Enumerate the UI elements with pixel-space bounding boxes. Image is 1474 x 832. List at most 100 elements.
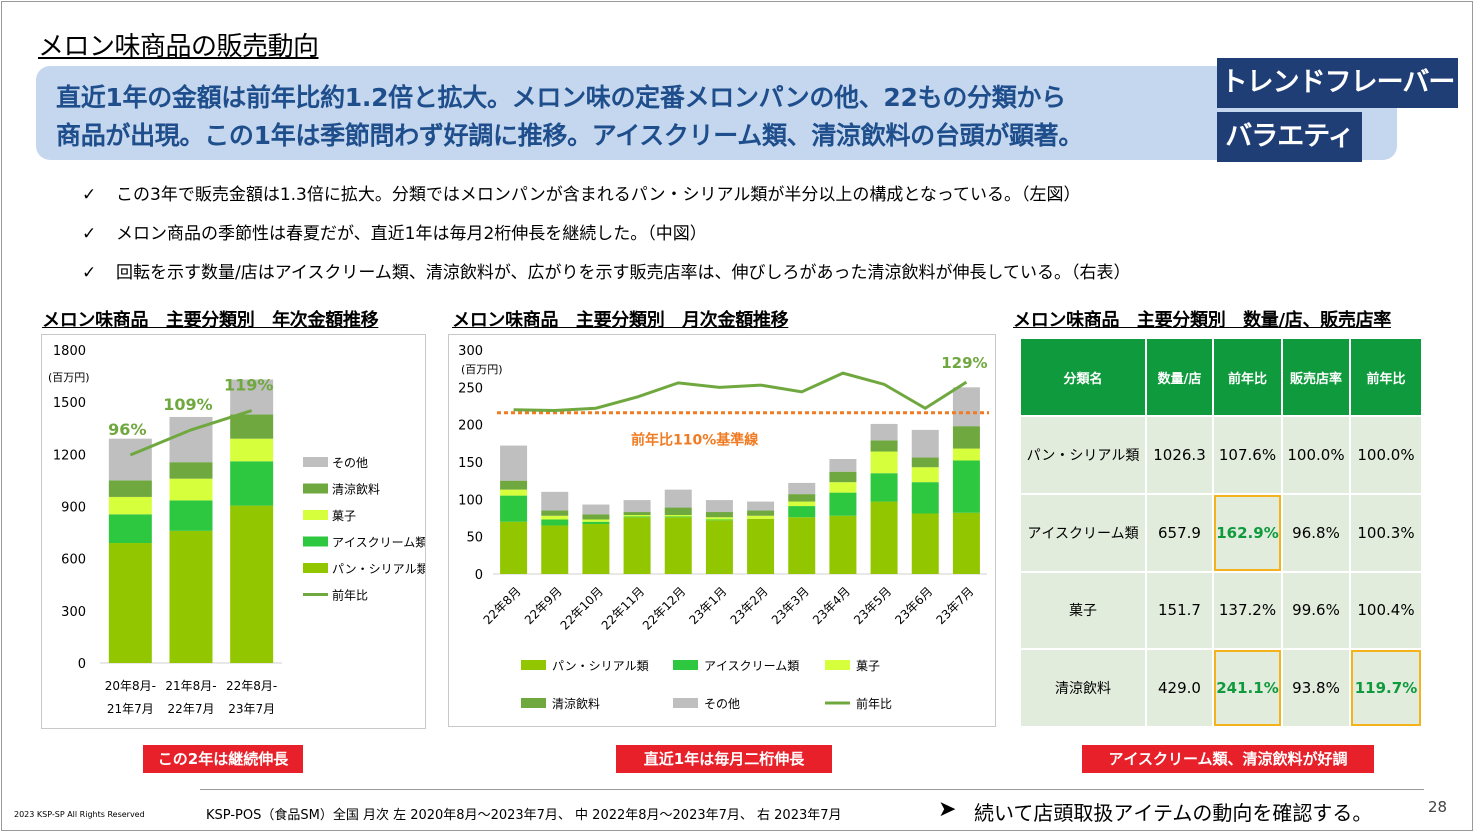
legend-swatch [303,563,328,573]
source-note: KSP-POS（食品SM）全国 月次 左 2020年8月～2023年7月、 中 … [206,808,842,823]
bar-segment [952,426,980,449]
x-tick-label: 23年3月 [769,584,812,627]
bar-segment [870,423,898,441]
table-row: アイスクリーム類 657.9 162.9% 96.8% 100.3% [1019,492,1423,573]
table-cell: 137.2% [1212,570,1283,651]
bar-segment [541,491,569,511]
x-tick-label: 22年12月 [640,584,688,632]
yoy-line [513,371,968,412]
bar-segment [541,510,569,516]
bar-segment [829,459,857,472]
table-header-row: 分類名 数量/店 前年比 販売店率 前年比 [1019,337,1423,417]
y-tick-label: 100 [458,493,483,508]
legend-swatch [303,510,328,520]
bar-segment [829,492,857,516]
bar-segment [664,516,692,518]
category-table: 分類名 数量/店 前年比 販売店率 前年比 パン・シリアル類 1026.3 10… [1019,337,1423,728]
legend-swatch [303,483,328,494]
legend-label: 菓子 [856,659,880,673]
tag-variety: バラエティ [1217,112,1362,162]
table-cell: 100.3% [1349,492,1423,573]
legend-label: その他 [332,456,368,470]
bar-segment [623,517,651,574]
bar-segment [829,471,857,483]
table-header: 数量/店 [1145,337,1214,417]
legend-swatch [673,698,698,708]
bullet-2: ✓ メロン商品の季節性は春夏だが、直近1年は毎月2桁伸長を継続した。（中図） [82,219,707,244]
annual-chart: 0 300 600 900 1200 1500 1800 (百万円) 20年8月- 21年7月 21… [48,344,429,716]
bar-segment [541,525,569,574]
arrow-icon: ➤ [938,797,957,822]
y-tick-label: 150 [458,456,483,471]
bar-segment [541,519,569,526]
bar-segment [870,501,898,574]
next-step-text: 続いて店頭取扱アイテムの動向を確認する。 [974,801,1373,825]
x-tick-label: 21年8月- [165,679,216,693]
legend-swatch [521,660,546,670]
x-tick-label: 23年7月 [933,584,976,627]
bar-segment [829,515,857,574]
x-tick-label: 22年8月- [226,679,277,693]
y-tick-label: 1800 [53,344,86,359]
tag-trend-flavor: トレンドフレーバー [1217,58,1458,108]
legend-label: パン・シリアル類 [552,659,649,673]
table-cell: 119.7% [1349,648,1423,728]
bar-segment [747,515,775,519]
table-cell: 1026.3 [1145,415,1214,495]
data-label: 109% [163,395,212,414]
bar-segment [870,451,898,474]
bar-segment [623,516,651,518]
bar-segment [230,379,274,415]
bar-segment [169,478,213,501]
annual-chart-box: 0 300 600 900 1200 1500 1800 (百万円) 20年8月- 21年7月 21… [41,334,429,729]
bar-segment [952,512,980,574]
table-cell: 菓子 [1019,570,1147,651]
y-tick-label: 300 [61,605,86,620]
bar-segment [500,480,528,490]
bar-segment [705,519,733,521]
legend-label: アイスクリーム類 [704,659,799,673]
x-tick-label: 23年4月 [810,584,853,627]
bar-segment [911,429,939,458]
bar-segment [664,489,692,508]
headline-line-1: 直近1年の金額は前年比約1.2倍と拡大。メロン味の定番メロンパンの他、22もの分… [56,83,1066,112]
legend-label: パン・シリアル類 [332,562,425,576]
bar-segment [788,494,816,502]
table-row: 菓子 151.7 137.2% 99.6% 100.4% [1019,570,1423,651]
table-row: 清涼飲料 429.0 241.1% 93.8% 119.7% [1019,648,1423,728]
y-tick-label: 250 [458,381,483,396]
bullet-3: ✓ 回転を示す数量/店はアイスクリーム類、清涼飲料が、広がりを示す販売店率は、伸び… [82,258,1131,283]
bar-segment [108,438,152,481]
table-cell: 657.9 [1145,492,1214,573]
yoy-line [129,409,253,457]
table-cell: 162.9% [1212,492,1283,573]
bullet-1: ✓ この3年で販売金額は1.3倍に拡大。分類ではメロンパンが含まれるパン・シリアル… [82,180,1081,205]
legend-swatch [303,457,328,467]
x-tick-label: 22年7月 [168,702,215,716]
section-title-left: メロン味商品 主要分類別 年次金額推移 [42,310,379,331]
bullet-text: メロン商品の季節性は春夏だが、直近1年は毎月2桁伸長を継続した。（中図） [116,224,707,244]
x-tick-label: 23年1月 [686,584,729,627]
table-cell: 清涼飲料 [1019,648,1147,728]
bar-segment [582,523,610,574]
bar-segment [705,500,733,513]
table-header: 販売店率 [1281,337,1351,417]
section-title-right: メロン味商品 主要分類別 数量/店、販売店率 [1013,310,1391,331]
y-tick-label: 1200 [53,448,86,463]
x-tick-label: 22年10月 [558,584,606,632]
legend-swatch [673,660,698,670]
table-cell: パン・シリアル類 [1019,415,1147,495]
bar-segment [911,482,939,514]
bar-segment [623,515,651,517]
legend-label: アイスクリーム類 [332,536,425,550]
legend-label: 清涼飲料 [552,696,600,711]
bar-segment [169,500,213,531]
table-cell: アイスクリーム類 [1019,492,1147,573]
monthly-chart: 050100150200250300(百万円)22年8月22年9月22年10月2… [458,344,989,711]
table-header: 前年比 [1349,337,1423,417]
bar-segment [747,518,775,574]
bar-segment [582,519,610,522]
x-tick-label: 22年8月 [481,584,524,627]
x-tick-label: 20年8月- [105,679,156,693]
copyright: 2023 KSP-SP All Rights Reserved [14,810,145,819]
